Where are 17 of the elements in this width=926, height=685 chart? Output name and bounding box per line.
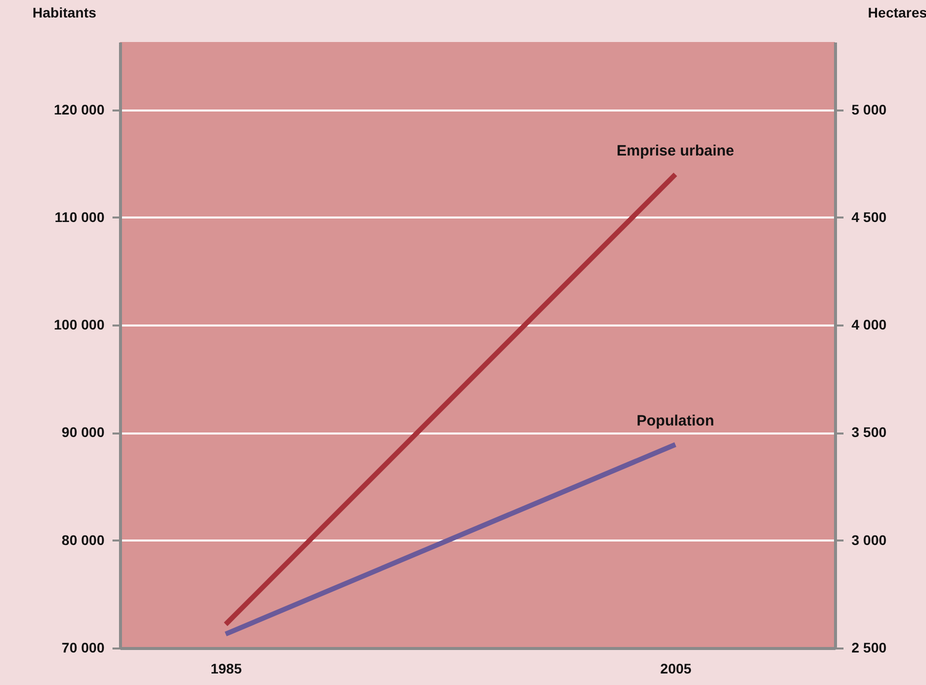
- y-tick-label: 100 000: [54, 316, 105, 333]
- series-label: Population: [636, 412, 714, 430]
- y2-tick-label: 4 500: [852, 208, 887, 225]
- y2-tick-label: 3 000: [852, 532, 887, 548]
- series-label: Emprise urbaine: [616, 142, 734, 160]
- y2-tick-label: 5 000: [852, 101, 887, 118]
- x-tick-label: 2005: [660, 660, 692, 676]
- y2-tick-label: 3 500: [852, 424, 887, 440]
- y2-tick-label: 2 500: [852, 640, 887, 656]
- y2-tick-label: 4 000: [852, 316, 887, 333]
- y-tick-label: 80 000: [62, 532, 105, 548]
- x-tick-label: 1985: [210, 660, 242, 676]
- y-axis-title: Habitants: [32, 4, 96, 20]
- y-tick-label: 90 000: [62, 424, 105, 440]
- y-tick-label: 70 000: [62, 640, 105, 656]
- y-tick-label: 110 000: [54, 208, 105, 225]
- y-tick-label: 120 000: [54, 101, 105, 118]
